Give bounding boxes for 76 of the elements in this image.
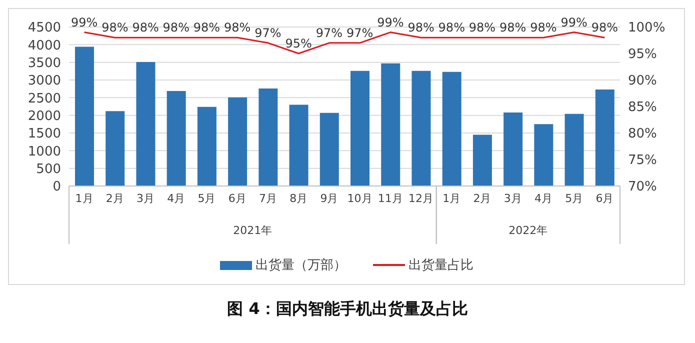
data-label: 98%: [102, 20, 128, 35]
bar: [442, 72, 462, 186]
bar: [504, 112, 523, 186]
data-label: 98%: [408, 20, 434, 35]
bar: [381, 63, 400, 186]
x-tick-label: 1月: [75, 192, 94, 205]
data-label: 97%: [254, 26, 282, 40]
y2-tick-label: 95%: [628, 47, 657, 62]
bar: [289, 104, 308, 186]
x-tick-label: 11月: [378, 192, 403, 205]
text: 2021年: [233, 224, 272, 237]
bar: [564, 114, 584, 186]
y-tick-label: 4500: [28, 20, 61, 36]
bar: [258, 88, 278, 186]
y2-tick-label: 100%: [628, 20, 666, 36]
bar: [350, 70, 370, 186]
x-tick-label: 8月: [290, 192, 308, 205]
x-tick-label: 1月: [442, 192, 461, 205]
bar: [166, 90, 186, 186]
x-tick-label: 4月: [534, 192, 552, 205]
data-label: 97%: [316, 26, 343, 40]
bar: [106, 111, 125, 186]
data-label: 99%: [560, 15, 588, 30]
y-tick-label: 3500: [28, 56, 61, 71]
bar: [412, 70, 431, 186]
x-tick-label: 10月: [347, 192, 372, 205]
bar: [320, 112, 339, 186]
data-label: 95%: [285, 36, 312, 50]
y-tick-label: 4000: [28, 38, 61, 54]
x-tick-label: 7月: [258, 192, 277, 205]
data-label: 97%: [346, 26, 374, 40]
bar: [197, 106, 216, 186]
x-tick-label: 5月: [565, 192, 584, 205]
text: 2022年: [508, 224, 548, 237]
x-tick-label: 3月: [136, 192, 155, 205]
y-tick-label: 2000: [28, 108, 61, 124]
data-label: 98%: [193, 20, 220, 35]
x-tick-label: 9月: [320, 192, 338, 205]
y2-tick-label: 85%: [628, 100, 657, 116]
data-label: 98%: [438, 20, 465, 35]
bar: [136, 62, 156, 186]
data-label: 99%: [377, 15, 404, 30]
x-tick-label: 12月: [408, 192, 434, 205]
y-tick-label: 1000: [28, 144, 61, 160]
y-tick-label: 0: [52, 180, 61, 195]
y-tick-label: 1500: [28, 126, 61, 142]
y2-tick-label: 75%: [628, 153, 657, 168]
data-label: 98%: [591, 20, 618, 35]
bar: [595, 90, 614, 186]
y2-tick-label: 70%: [628, 180, 657, 195]
y2-tick-label: 90%: [628, 74, 657, 89]
x-tick-label: 6月: [228, 192, 246, 205]
data-label: 98%: [132, 20, 159, 35]
x-tick-label: 2月: [106, 192, 124, 205]
x-tick-label: 3月: [504, 192, 522, 205]
data-label: 99%: [70, 15, 98, 30]
data-label: 98%: [530, 20, 557, 35]
text: 图 4：国内智能手机出货量及占比: [226, 299, 469, 320]
data-label: 98%: [224, 20, 251, 35]
y2-tick-label: 80%: [628, 126, 657, 142]
y-tick-label: 500: [36, 162, 61, 177]
legend-label: 出货量（万部）: [256, 257, 346, 274]
x-tick-label: 5月: [198, 192, 216, 205]
y-tick-label: 2500: [28, 91, 61, 106]
y-tick-label: 3000: [28, 74, 61, 89]
bar: [228, 97, 248, 186]
legend-label: 出货量占比: [408, 257, 474, 274]
data-label: 98%: [500, 20, 526, 35]
x-tick-label: 4月: [167, 192, 186, 205]
bar: [75, 46, 94, 186]
x-tick-label: 6月: [596, 192, 614, 205]
data-label: 98%: [162, 20, 190, 35]
x-tick-label: 2月: [473, 192, 492, 205]
data-label: 98%: [468, 20, 496, 35]
bar: [534, 124, 554, 186]
bar: [472, 134, 492, 186]
